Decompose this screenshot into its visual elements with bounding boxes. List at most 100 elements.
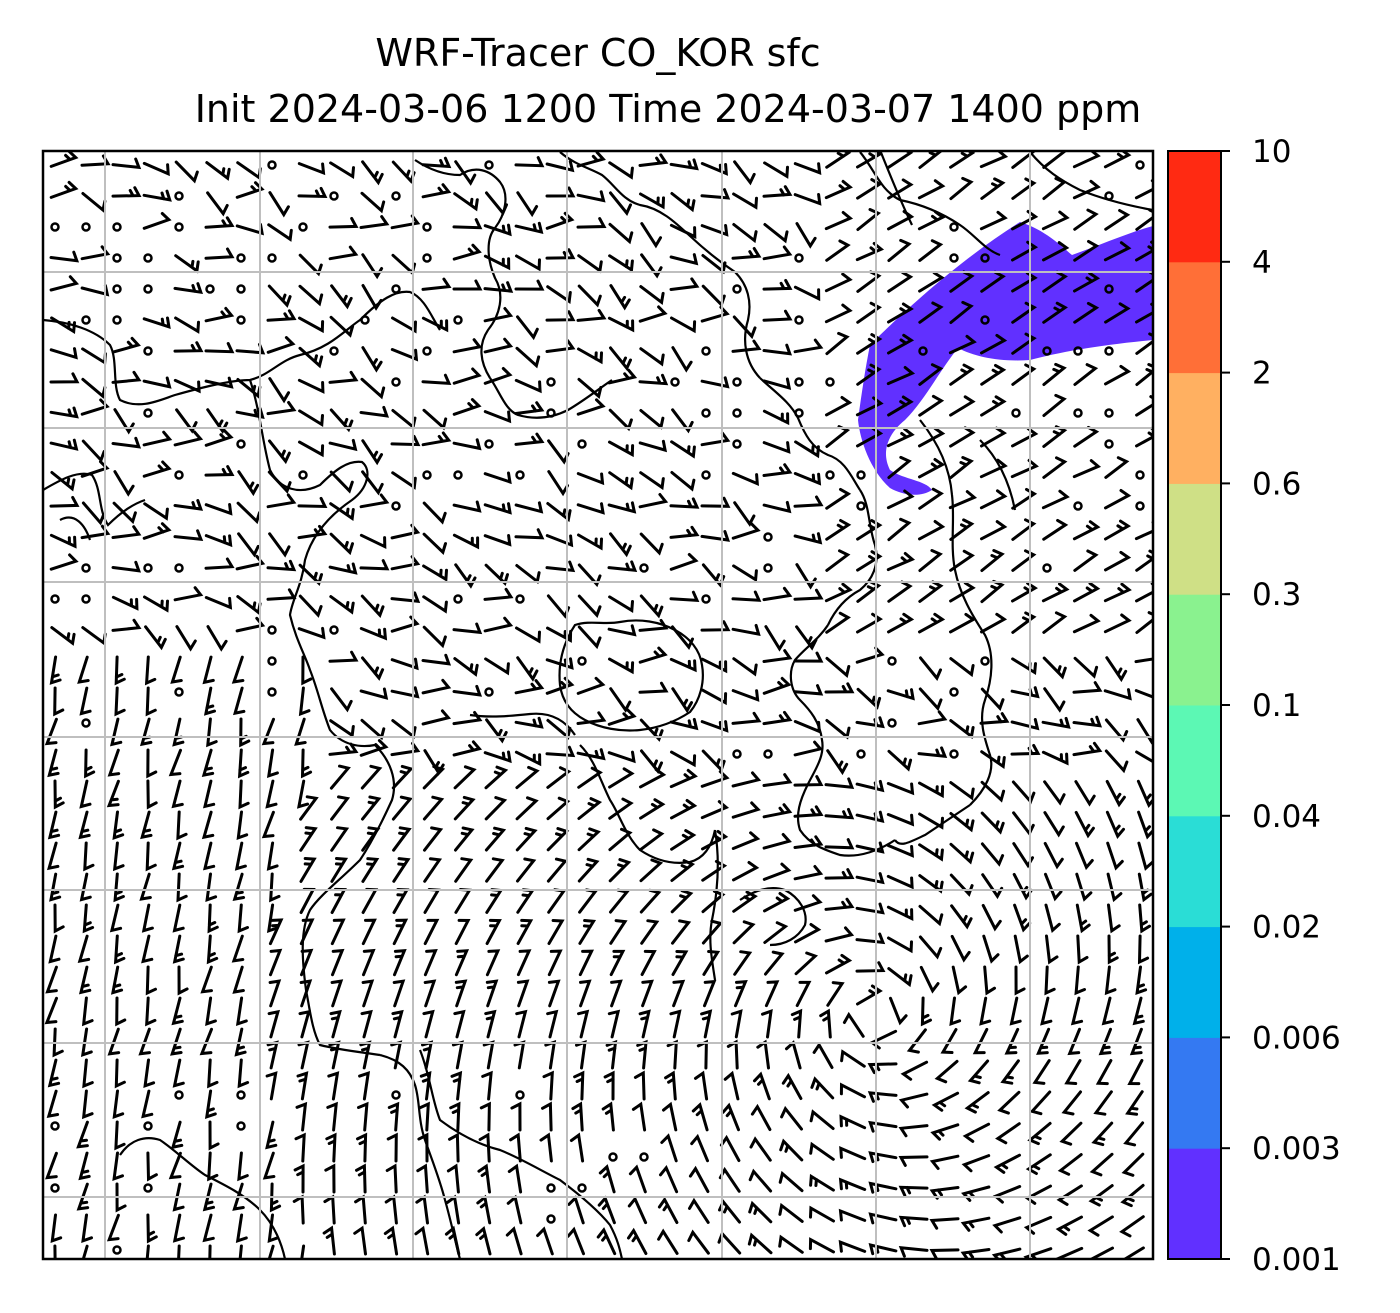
coastlines (43, 151, 1153, 1259)
wind-barb (982, 934, 1000, 964)
wind-barb (359, 493, 390, 509)
wind-barb (762, 773, 793, 787)
wind-barb (452, 740, 483, 757)
calm-wind-circle (484, 687, 494, 697)
wind-barb (173, 282, 204, 295)
wind-barb (146, 1213, 158, 1244)
wind-barb (576, 308, 607, 322)
wind-barb (329, 532, 354, 556)
wind-barb (207, 1151, 219, 1182)
colorbar: 0.001 0.003 0.006 0.02 0.04 0.1 0.3 0.6 2 4 10 (1167, 134, 1341, 1278)
wind-barb (960, 1216, 991, 1232)
wind-barb (918, 301, 944, 324)
wind-barb (639, 828, 665, 851)
wind-barb (390, 657, 419, 671)
wind-barb (1104, 519, 1131, 541)
wind-barb (421, 316, 449, 333)
calm-wind-circle (236, 1121, 246, 1131)
wind-barb (390, 686, 420, 699)
calm-wind-circle (112, 253, 122, 263)
wind-barb (700, 224, 729, 237)
wind-barb (421, 277, 452, 291)
wind-barb (514, 279, 545, 291)
wind-barb (1107, 903, 1121, 934)
wind-barb (610, 979, 623, 1008)
wind-barb (1010, 458, 1039, 479)
wind-barb (793, 805, 824, 818)
wind-barb (762, 343, 793, 356)
wind-barb (809, 1205, 835, 1223)
calm-wind-circle (1135, 501, 1145, 511)
wind-barb (762, 377, 792, 391)
wind-barb (168, 748, 182, 777)
calm-wind-circle (732, 408, 742, 418)
wind-barb (1134, 689, 1153, 699)
wind-barb (479, 1101, 491, 1132)
wind-barb (204, 534, 233, 548)
wind-barb (1119, 1215, 1145, 1238)
calm-wind-circle (1073, 501, 1083, 511)
wind-barb (361, 439, 383, 466)
wind-barb (484, 563, 509, 586)
calm-wind-circle (949, 749, 959, 759)
calm-wind-circle (1104, 346, 1114, 356)
calm-wind-circle (267, 160, 277, 170)
wind-barb (78, 810, 91, 840)
calm-wind-circle (825, 377, 835, 387)
wind-barb (887, 967, 913, 988)
wind-barb (1095, 1059, 1113, 1086)
wind-barb (917, 710, 948, 726)
wind-barb (422, 1009, 435, 1039)
wind-barb (44, 717, 58, 746)
wind-barb (886, 688, 915, 701)
wind-barb (855, 902, 885, 915)
wind-barb (454, 826, 475, 852)
wind-barb (778, 1170, 804, 1193)
wind-barb (671, 408, 694, 434)
wind-barb (670, 440, 696, 459)
wind-barb (138, 1027, 151, 1056)
calm-wind-circle (856, 470, 866, 480)
colorbar-tick-label: 0.6 (1252, 466, 1301, 502)
wind-barb (688, 1165, 710, 1193)
wind-barb (268, 377, 290, 404)
calm-wind-circle (81, 594, 91, 604)
wind-barb (547, 919, 565, 945)
wind-barb (77, 934, 91, 964)
wind-barb (204, 503, 233, 516)
wind-barb (361, 795, 382, 821)
wind-barb (294, 717, 307, 746)
wind-barb (143, 502, 169, 521)
wind-barb (1044, 872, 1063, 902)
wind-barb (416, 1163, 429, 1194)
wind-barb (1104, 209, 1131, 231)
wind-barb (981, 903, 1002, 932)
wind-barb (660, 1133, 678, 1163)
wind-barb (268, 979, 282, 1008)
wind-barb (330, 918, 346, 946)
wind-barb (638, 681, 669, 694)
wind-barb (597, 1195, 616, 1225)
wind-barb (700, 162, 728, 176)
wind-barb (267, 1009, 281, 1039)
wind-barb (763, 161, 789, 179)
wind-barb (541, 1101, 553, 1132)
wind-barb (576, 748, 606, 761)
wind-barb (868, 1212, 898, 1225)
calm-wind-circle (453, 470, 463, 480)
wind-barb (577, 347, 603, 365)
wind-barb (146, 1151, 158, 1182)
wind-barb (171, 841, 185, 871)
wind-barb (1074, 780, 1096, 807)
colorbar-band (1168, 1037, 1221, 1149)
wind-barb (809, 1141, 835, 1161)
wind-barb (856, 550, 883, 572)
colorbar-tick-label: 10 (1252, 134, 1291, 170)
wind-barb (237, 1151, 249, 1182)
wind-barb (481, 1070, 493, 1101)
wind-barb (454, 160, 477, 186)
calm-wind-circle (732, 284, 742, 294)
calm-wind-circle (546, 377, 556, 387)
wind-barb (329, 1009, 342, 1039)
wind-barb-field (44, 151, 1153, 1259)
